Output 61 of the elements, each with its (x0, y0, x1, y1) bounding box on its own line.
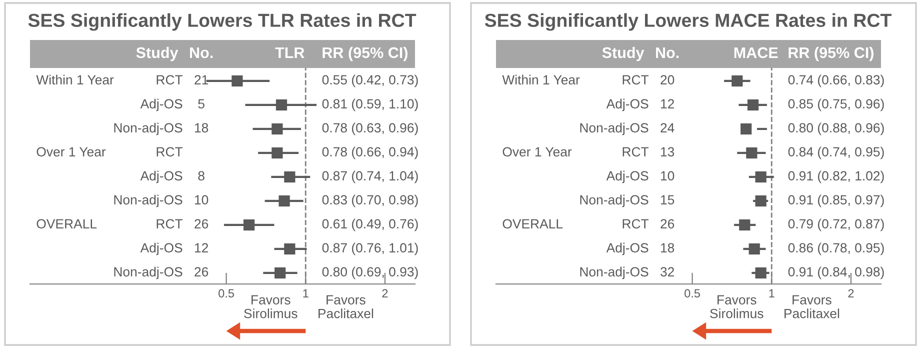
category-label: Non-adj-OS (580, 194, 648, 208)
point (755, 267, 766, 279)
text: No. (190, 47, 213, 58)
text: 0.74 (0.66, 0.83) 0.85 (0.75, 0.96) 0.80 (0.88, 0.96) 0.84 (0.74, 0.95) 0.91 (0.82, 1.02) 0.91 (0.85, 0.97) 0.79 (0.72, 0.87) 0.86 (0.78, 0.95) 0.91 (0.84, 0.98) (788, 74, 884, 280)
category-label: Non-adj-OS (580, 122, 648, 136)
x-tick-label: 1 (769, 289, 774, 298)
category-label: RCT (622, 147, 649, 156)
category-label: RCT (156, 75, 183, 84)
point (284, 171, 296, 183)
x-tick-label: 0.5 (684, 289, 700, 298)
text: 21 5 18 8 10 26 12 26 (194, 75, 208, 276)
category-label: Non-adj-OS (114, 194, 182, 208)
x-tick-label: 2 (382, 289, 388, 298)
x-axis-title: TLR (275, 47, 304, 58)
x-axis-title: MACE (734, 47, 778, 58)
text: Favors Sirolimus (244, 295, 298, 318)
category-label: RCT (622, 75, 649, 84)
point (274, 267, 286, 279)
point (284, 243, 296, 255)
chart-title: SES Significantly Lowers TLR Rates in RCT (28, 13, 416, 31)
category-label: Non-adj-OS (114, 266, 182, 280)
point (748, 243, 760, 255)
category-label: Adj-OS (606, 170, 648, 184)
point (740, 123, 752, 135)
category-label: Adj-OS (140, 170, 182, 184)
text: 0.55 (0.42, 0.73) 0.81 (0.59, 1.10) 0.78 (0.63, 0.96) 0.78 (0.66, 0.94) 0.87 (0.74, 1.04) 0.83 (0.70, 0.98) 0.61 (0.49, 0.76) 0.87 (0.76, 1.01) 0.80 (0.69, 0.93) (322, 74, 418, 280)
point (755, 195, 766, 207)
text: Study (602, 46, 644, 62)
text: Within 1 Year Over 1 Year OVERALL (502, 74, 580, 228)
category-label: Adj-OS (140, 242, 182, 256)
point (747, 99, 759, 111)
point (755, 171, 766, 183)
category-label: RCT (156, 219, 183, 228)
x-tick-label: 1 (303, 289, 308, 298)
text: Within 1 Year Over 1 Year OVERALL (36, 74, 114, 228)
text: Favors Paclitaxel (784, 295, 840, 318)
category-label: Adj-OS (606, 242, 648, 256)
chart-title: SES Significantly Lowers MACE Rates in RCT (484, 13, 892, 31)
point (278, 195, 290, 207)
point (272, 123, 283, 135)
point (243, 219, 255, 231)
text: RR (95% CI) (322, 46, 408, 62)
category-label: Non-adj-OS (114, 122, 182, 136)
category-label: Adj-OS (140, 98, 182, 112)
category-label: RCT (622, 219, 649, 228)
text: 20 12 24 13 10 15 26 18 32 (660, 75, 674, 276)
text: Study (136, 46, 178, 62)
text: No. (656, 47, 679, 58)
category-label: RCT (156, 147, 183, 156)
category-label: Adj-OS (606, 98, 648, 112)
point (272, 147, 283, 159)
x-tick-label: 0.5 (218, 289, 234, 298)
text: Favors Paclitaxel (318, 295, 374, 318)
text: RR (95% CI) (788, 46, 874, 62)
point (746, 147, 758, 159)
point (732, 75, 743, 87)
text: Favors Sirolimus (710, 295, 764, 318)
x-tick-label: 2 (848, 289, 854, 298)
point (739, 219, 750, 231)
category-label: Non-adj-OS (580, 266, 648, 280)
point (276, 99, 288, 111)
